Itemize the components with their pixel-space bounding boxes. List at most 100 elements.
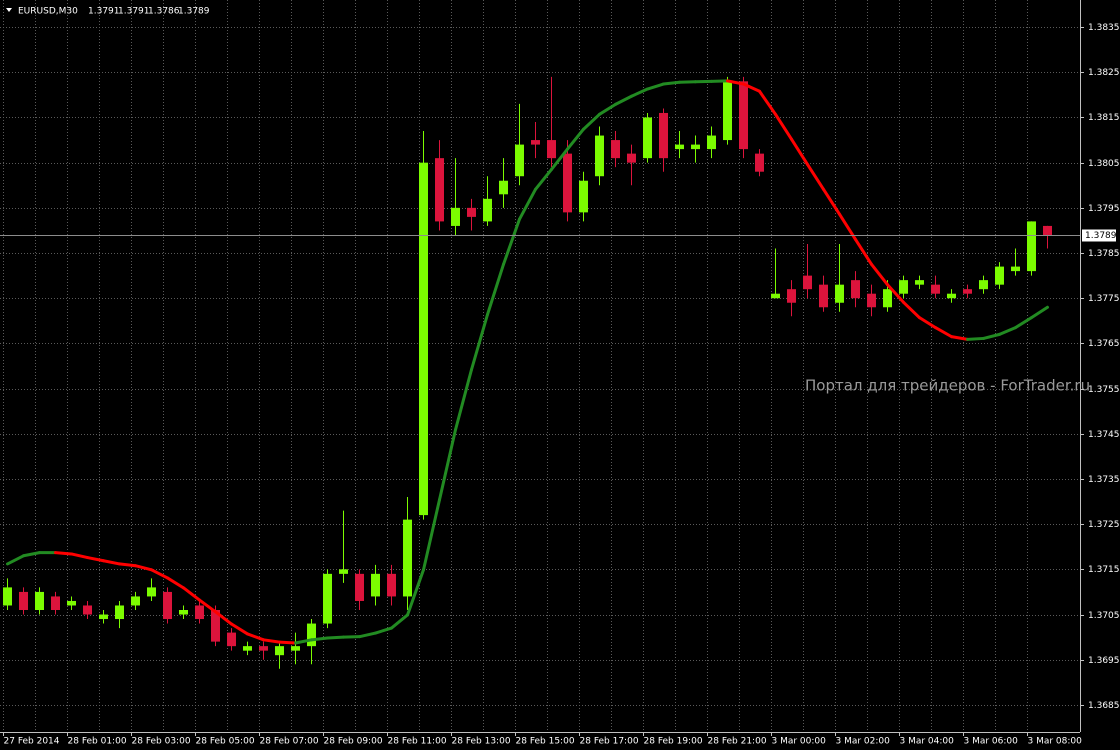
menu-arrow — [6, 8, 12, 12]
current-price-box — [1082, 229, 1116, 242]
candle-body — [803, 275, 812, 290]
moving-average-segment — [566, 127, 585, 151]
candle-body — [563, 153, 572, 213]
y-tick-label: 1.3775 — [1088, 294, 1120, 304]
moving-average-segment — [1030, 305, 1049, 320]
moving-average-segment — [294, 638, 313, 645]
x-tick-label: 3 Mar 06:00 — [964, 737, 1019, 747]
candle-body — [659, 112, 668, 159]
candle-body — [595, 135, 604, 177]
moving-average-segment — [502, 217, 521, 266]
moving-average-segment — [886, 283, 905, 304]
candle-body — [915, 280, 924, 285]
moving-average-segment — [806, 162, 825, 191]
candle-body — [403, 519, 412, 597]
candle-body — [259, 646, 268, 651]
candle-body — [323, 573, 332, 624]
moving-average-segment — [102, 559, 121, 566]
y-tick-label: 1.3795 — [1088, 204, 1120, 214]
candle-body — [339, 569, 348, 574]
moving-average-segment — [630, 87, 649, 98]
candle-body — [355, 573, 364, 601]
y-tick-label: 1.3685 — [1088, 701, 1120, 711]
candle-body — [115, 605, 124, 620]
candle-body — [643, 117, 652, 159]
grid — [0, 0, 1080, 732]
candle-body — [835, 284, 844, 303]
candle-body — [419, 162, 428, 516]
candle-body — [995, 266, 1004, 285]
candle-body — [19, 591, 28, 610]
candle-body — [483, 198, 492, 222]
moving-average-segment — [54, 551, 73, 556]
moving-average-segment — [118, 562, 137, 568]
y-tick-label: 1.3725 — [1088, 520, 1120, 530]
candle-body — [787, 289, 796, 303]
x-tick-label: 28 Feb 17:00 — [580, 737, 639, 747]
moving-average-segment — [918, 316, 937, 330]
candle-body — [899, 280, 908, 294]
moving-average-segment — [518, 187, 537, 221]
moving-average-segment — [182, 586, 201, 602]
moving-average-segment — [390, 613, 409, 630]
candle-body — [371, 573, 380, 597]
header-high: 1.3791 — [118, 7, 150, 17]
candle-body — [739, 81, 748, 150]
candle-body — [755, 153, 764, 172]
candle-body — [435, 158, 444, 222]
moving-average-segment — [534, 167, 553, 191]
candle-body — [947, 293, 956, 299]
y-tick-label: 1.3705 — [1088, 611, 1120, 621]
moving-average-segment — [358, 631, 377, 639]
candle-body — [883, 289, 892, 308]
moving-average-segment — [454, 368, 473, 432]
candle-body — [179, 610, 188, 615]
candle-body — [51, 596, 60, 610]
y-tick-label: 1.3805 — [1088, 159, 1120, 169]
candle-body — [611, 140, 620, 159]
moving-average-segment — [822, 187, 841, 216]
moving-average-segment — [406, 568, 425, 617]
candle-body — [1027, 221, 1036, 272]
x-tick-label: 28 Feb 03:00 — [132, 737, 191, 747]
x-tick-label: 28 Feb 11:00 — [388, 737, 447, 747]
candle-body — [675, 144, 684, 150]
moving-average-segment — [854, 237, 873, 266]
candle-body — [851, 280, 860, 299]
moving-average-segment — [230, 622, 249, 636]
candle-body — [515, 144, 524, 177]
y-tick-label: 1.3715 — [1088, 565, 1120, 575]
moving-average-segment — [278, 640, 297, 645]
moving-average-segment — [790, 137, 809, 166]
header-close: 1.3789 — [178, 7, 210, 17]
moving-average-segment — [86, 556, 105, 563]
candle-body — [531, 140, 540, 145]
moving-average-segment — [6, 554, 25, 566]
candle-body — [227, 632, 236, 647]
y-tick-label: 1.3695 — [1088, 656, 1120, 666]
x-tick-label: 27 Feb 2014 — [4, 737, 60, 747]
candle-body — [99, 614, 108, 620]
moving-average-segment — [486, 262, 505, 316]
candle-body — [3, 587, 12, 606]
x-tick-label: 3 Mar 04:00 — [900, 737, 955, 747]
moving-average-segment — [70, 552, 89, 560]
candle-body — [1011, 266, 1020, 272]
y-tick-label: 1.3785 — [1088, 249, 1120, 259]
moving-average-segment — [310, 636, 329, 642]
x-tick-label: 3 Mar 00:00 — [772, 737, 827, 747]
candle-body — [67, 600, 76, 606]
x-tick-label: 28 Feb 13:00 — [452, 737, 511, 747]
candle-body — [163, 591, 172, 620]
y-tick-label: 1.3755 — [1088, 385, 1120, 395]
current-price-label: 1.3789 — [1085, 231, 1117, 241]
x-tick-label: 28 Feb 07:00 — [260, 737, 319, 747]
x-tick-label: 28 Feb 01:00 — [68, 737, 127, 747]
moving-average-segment — [598, 102, 617, 116]
header-open: 1.3791 — [88, 7, 120, 17]
candle-body — [211, 610, 220, 642]
moving-average-segment — [198, 598, 217, 614]
candle-body — [499, 180, 508, 195]
x-tick-label: 3 Mar 08:00 — [1028, 737, 1083, 747]
